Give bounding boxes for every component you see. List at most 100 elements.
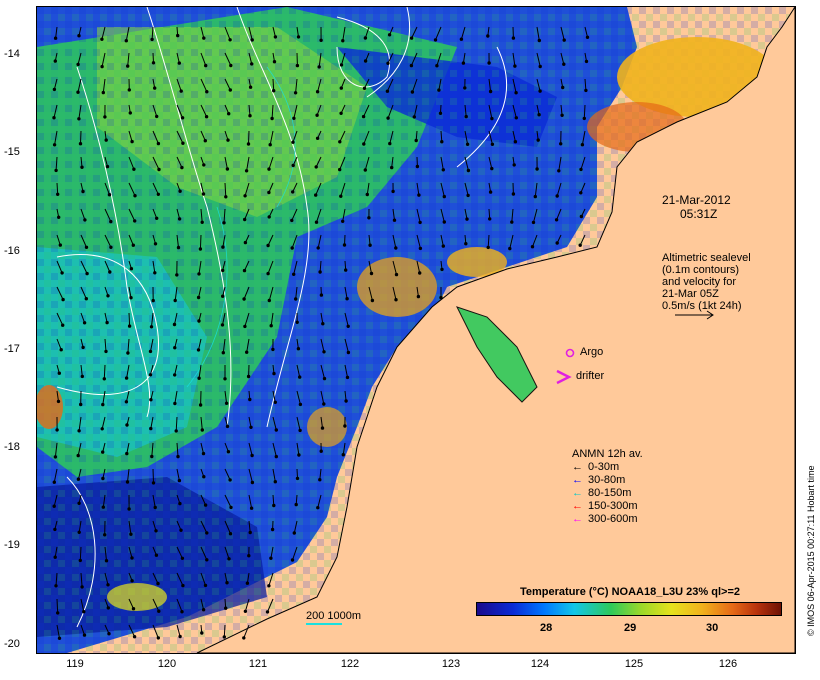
velocity-vector (580, 182, 586, 193)
velocity-vector (152, 468, 154, 483)
vector-head (104, 138, 108, 142)
vector-head (76, 90, 80, 94)
velocity-vector (224, 26, 231, 40)
vector-head (290, 558, 295, 562)
vector-head (227, 112, 231, 116)
vector-head (513, 140, 518, 144)
vector-head (562, 62, 566, 66)
legend-item-80-150m: ← 80-150m (572, 487, 632, 499)
vector-head (291, 140, 295, 144)
vector-head (488, 190, 493, 194)
vector-head (319, 38, 323, 42)
vector-head (292, 531, 296, 535)
vector-head (222, 221, 226, 225)
vector-head (203, 583, 208, 588)
velocity-vector (127, 338, 130, 354)
vector-head (490, 166, 494, 171)
vector-head (54, 584, 58, 588)
velocity-vector (440, 130, 443, 142)
vector-head (342, 243, 347, 247)
velocity-vector (268, 182, 274, 193)
vector-head (221, 351, 226, 355)
vector-head (321, 322, 325, 326)
velocity-vector (248, 520, 251, 533)
velocity-vector (127, 468, 130, 483)
velocity-vector (296, 442, 300, 456)
vector-head (225, 424, 230, 429)
vector-head (386, 61, 390, 65)
velocity-vector (56, 338, 62, 350)
y-tick-label: -14 (4, 48, 20, 60)
velocity-vector (55, 572, 58, 586)
vector-head (245, 350, 249, 354)
vector-head (200, 428, 205, 432)
vector-head (126, 64, 130, 68)
velocity-vector (200, 572, 206, 586)
vector-head (346, 324, 350, 328)
velocity-vector (200, 78, 208, 92)
vector-head (223, 377, 227, 381)
vector-head (153, 242, 158, 246)
vector-head (341, 39, 345, 43)
vector-head (271, 347, 275, 352)
vector-head (154, 529, 158, 533)
velocity-vector (462, 52, 466, 64)
vector-head (149, 426, 153, 431)
velocity-vector (224, 52, 232, 66)
velocity-vector (248, 468, 253, 483)
vector-head (315, 136, 320, 141)
vector-head (513, 64, 517, 68)
velocity-vector (320, 312, 324, 324)
vector-head (172, 322, 177, 327)
velocity-vector (77, 468, 82, 480)
vector-head (197, 272, 201, 276)
vector-head (579, 214, 584, 219)
vector-head (418, 220, 422, 225)
velocity-vector (511, 208, 514, 223)
velocity-vector (416, 234, 421, 249)
vector-head (153, 271, 157, 275)
isobath-scale-line (306, 623, 342, 625)
velocity-vector (340, 182, 346, 197)
vector-head (226, 138, 230, 142)
vector-head (78, 558, 82, 563)
vector-head (392, 218, 397, 222)
velocity-vector (224, 156, 228, 170)
vector-head (76, 62, 80, 67)
y-tick-label: -20 (4, 638, 20, 650)
vector-head (77, 429, 81, 433)
vector-head (84, 297, 88, 301)
vector-head (225, 167, 230, 171)
vector-head (465, 142, 470, 147)
vector-head (418, 271, 422, 275)
velocity-vector (295, 78, 298, 93)
velocity-vector (368, 234, 371, 246)
vector-head (274, 454, 279, 459)
vector-head (103, 115, 107, 119)
vector-head (363, 168, 367, 172)
velocity-vector (200, 52, 207, 66)
vector-head (106, 606, 111, 610)
vector-head (512, 163, 516, 167)
vector-head (82, 633, 87, 637)
vector-head (298, 375, 302, 379)
velocity-vector (272, 390, 276, 403)
velocity-vector (198, 260, 202, 274)
velocity-vector (342, 208, 346, 222)
vector-head (584, 59, 589, 64)
velocity-vector (198, 364, 202, 379)
vector-head (149, 398, 153, 402)
vector-head (57, 215, 61, 220)
vector-head (322, 402, 326, 406)
velocity-vector (78, 416, 82, 431)
vector-head (176, 33, 180, 38)
velocity-vector (243, 624, 250, 639)
vector-head (244, 169, 249, 173)
vector-head (60, 271, 64, 275)
vector-head (204, 115, 209, 119)
velocity-vector (268, 572, 274, 586)
vector-head (124, 376, 129, 380)
argo-label: Argo (580, 346, 604, 358)
vector-head (338, 140, 342, 144)
velocity-vector (536, 26, 540, 41)
